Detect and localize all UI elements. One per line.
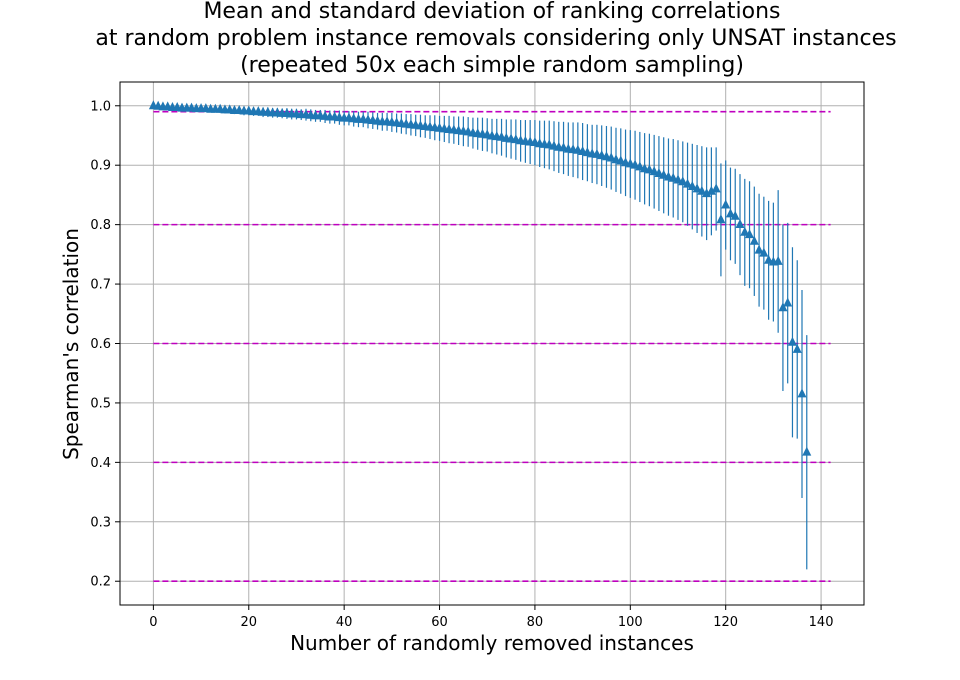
data-point bbox=[711, 183, 721, 193]
title-line-3: (repeated 50x each simple random samplin… bbox=[240, 53, 744, 78]
data-point bbox=[687, 181, 697, 191]
x-tick-label: 20 bbox=[240, 615, 257, 630]
y-tick-label: 0.2 bbox=[90, 575, 111, 590]
data-point bbox=[606, 152, 616, 162]
x-tick-label: 140 bbox=[809, 615, 834, 630]
x-axis-label: Number of randomly removed instances bbox=[290, 631, 694, 655]
data-point bbox=[740, 226, 750, 236]
data-point bbox=[773, 255, 783, 265]
data-point bbox=[630, 159, 640, 169]
y-axis-label: Spearman's correlation bbox=[59, 228, 83, 460]
data-point bbox=[764, 254, 774, 264]
data-point bbox=[678, 176, 688, 186]
y-tick-label: 0.6 bbox=[90, 337, 111, 352]
data-point bbox=[706, 185, 716, 195]
y-tick-label: 0.7 bbox=[90, 278, 111, 293]
data-point bbox=[616, 155, 626, 165]
y-tick-label: 0.4 bbox=[90, 456, 111, 471]
data-point bbox=[721, 199, 731, 209]
data-point bbox=[649, 166, 659, 176]
data-point bbox=[635, 161, 645, 171]
x-tick-label: 80 bbox=[527, 615, 544, 630]
x-axis-ticks: 0 20 40 60 80 100 120 140 bbox=[149, 605, 833, 630]
title-line-2: at random problem instance removals cons… bbox=[95, 26, 896, 51]
x-tick-label: 100 bbox=[618, 615, 643, 630]
data-markers bbox=[148, 100, 812, 456]
data-point bbox=[730, 210, 740, 220]
y-tick-label: 0.3 bbox=[90, 515, 111, 530]
data-point bbox=[759, 247, 769, 257]
data-point bbox=[797, 388, 807, 398]
y-tick-label: 0.8 bbox=[90, 218, 111, 233]
data-point bbox=[702, 188, 712, 198]
y-axis-ticks: 0.2 0.3 0.4 0.5 0.6 0.7 0.8 0.9 1.0 bbox=[90, 99, 120, 590]
data-point bbox=[725, 208, 735, 218]
chart-title: Mean and standard deviation of ranking c… bbox=[95, 0, 896, 78]
data-point bbox=[654, 167, 664, 177]
data-point bbox=[716, 214, 726, 224]
data-point bbox=[749, 235, 759, 245]
title-line-1: Mean and standard deviation of ranking c… bbox=[203, 0, 780, 24]
data-point bbox=[745, 229, 755, 239]
data-point bbox=[673, 174, 683, 184]
data-point bbox=[683, 178, 693, 188]
data-point bbox=[787, 336, 797, 346]
x-tick-label: 60 bbox=[431, 615, 448, 630]
y-tick-label: 0.9 bbox=[90, 159, 111, 174]
error-bars bbox=[157, 105, 808, 570]
x-tick-label: 0 bbox=[149, 615, 157, 630]
data-point bbox=[735, 219, 745, 229]
y-tick-label: 0.5 bbox=[90, 396, 111, 411]
data-point bbox=[778, 302, 788, 312]
x-tick-label: 120 bbox=[713, 615, 738, 630]
data-point bbox=[802, 446, 812, 456]
data-point bbox=[692, 183, 702, 193]
y-tick-label: 1.0 bbox=[90, 99, 111, 114]
reference-lines bbox=[153, 110, 831, 583]
data-point bbox=[792, 343, 802, 353]
data-point bbox=[697, 185, 707, 195]
data-point bbox=[754, 244, 764, 254]
data-point bbox=[783, 297, 793, 307]
x-tick-label: 40 bbox=[336, 615, 353, 630]
data-point bbox=[668, 172, 678, 182]
data-point bbox=[659, 169, 669, 179]
data-point bbox=[644, 164, 654, 174]
